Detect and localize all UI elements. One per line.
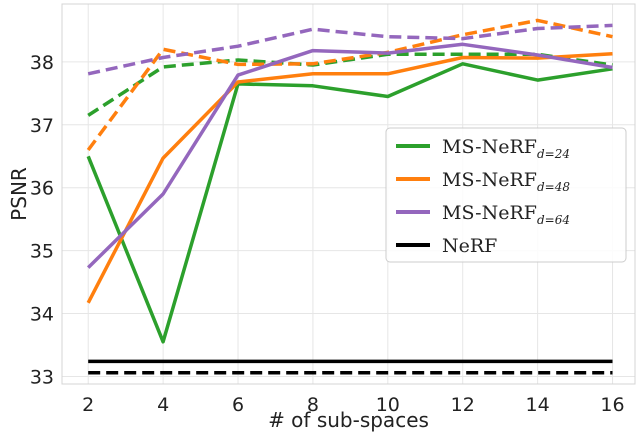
y-tick-label: 35: [30, 241, 54, 263]
legend-label-main: NeRF: [442, 235, 497, 257]
y-tick-label: 38: [30, 52, 54, 74]
series-line-3-dashed: [86, 18, 613, 152]
y-axis-title: PSNR: [7, 167, 31, 221]
series-line-4-solid: [86, 42, 613, 269]
x-tick-label: 12: [451, 394, 475, 416]
x-tick-label: 4: [157, 394, 169, 416]
x-tick-label: 8: [307, 394, 319, 416]
y-tick-label: 34: [30, 304, 54, 326]
x-tick-label: 2: [82, 394, 94, 416]
series-line-0-solid: [86, 62, 613, 344]
plot-area-frame: [61, 3, 636, 385]
y-tick-label: 33: [30, 366, 54, 388]
x-axis-title: # of sub-spaces: [268, 408, 429, 432]
legend-label: MS-NeRFd=24: [442, 136, 570, 161]
x-tick-label: 16: [600, 394, 624, 416]
x-tick-label: 10: [376, 394, 400, 416]
series-line-5-dashed: [87, 23, 613, 76]
legend-label: MS-NeRFd=48: [442, 169, 570, 194]
x-tick-label: 14: [526, 394, 550, 416]
series-lines: [86, 18, 613, 375]
legend-label-subscript: d=24: [537, 147, 570, 161]
y-tick-label: 36: [30, 178, 54, 200]
legend-label-main: MS-NeRF: [442, 169, 537, 191]
legend-label: MS-NeRFd=64: [442, 202, 570, 227]
legend-label-subscript: d=48: [537, 180, 570, 194]
legend-label: NeRF: [442, 235, 497, 257]
legend-label-main: MS-NeRF: [442, 202, 537, 224]
legend-label-subscript: d=64: [537, 213, 570, 227]
y-tick-label: 37: [30, 115, 54, 137]
legend-box: [385, 127, 627, 263]
legend-label-main: MS-NeRF: [442, 136, 537, 158]
series-line-2-solid: [86, 51, 613, 304]
x-tick-label: 6: [232, 394, 244, 416]
axis-ticks: 2 4 6 8 10 12 14 16 33 34 35 36 37 38: [30, 52, 625, 416]
